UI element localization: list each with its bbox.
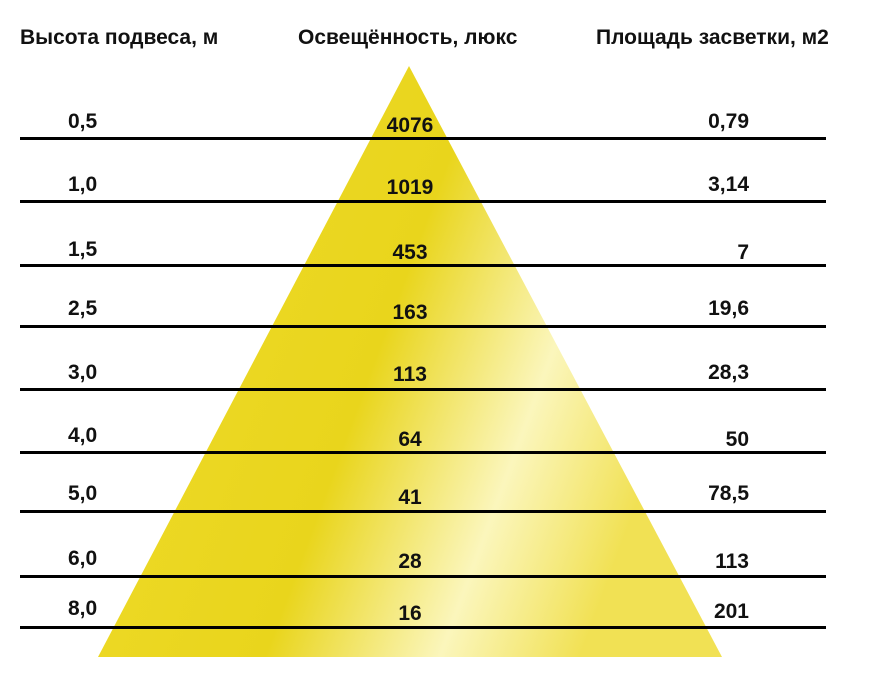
height-value: 0,5 xyxy=(68,110,98,133)
header-area: Площадь засветки, м2 xyxy=(596,26,829,49)
row-divider xyxy=(20,510,826,513)
lux-value: 163 xyxy=(392,301,428,324)
area-value: 7 xyxy=(737,241,749,264)
area-value: 50 xyxy=(725,428,749,451)
lux-value: 113 xyxy=(393,363,427,386)
height-value: 4,0 xyxy=(68,424,98,447)
row-divider xyxy=(20,137,826,140)
height-value: 5,0 xyxy=(68,482,98,505)
area-value: 0,79 xyxy=(708,110,749,133)
lux-value: 453 xyxy=(392,241,428,264)
header-height: Высота подвеса, м xyxy=(20,26,219,49)
row-divider xyxy=(20,388,826,391)
row-divider xyxy=(20,451,826,454)
height-value: 3,0 xyxy=(68,361,98,384)
row-divider xyxy=(20,264,826,267)
area-value: 113 xyxy=(715,550,749,573)
height-value: 8,0 xyxy=(68,597,98,620)
row-divider xyxy=(20,575,826,578)
lux-value: 28 xyxy=(398,550,422,573)
lux-value: 1019 xyxy=(386,176,434,199)
area-value: 201 xyxy=(713,600,749,623)
lux-value: 64 xyxy=(398,428,422,451)
area-value: 19,6 xyxy=(708,297,749,320)
height-value: 1,5 xyxy=(68,238,98,261)
lux-value: 16 xyxy=(398,602,422,625)
area-value: 28,3 xyxy=(708,361,749,384)
area-value: 78,5 xyxy=(708,482,749,505)
height-value: 6,0 xyxy=(68,547,98,570)
row-divider xyxy=(20,325,826,328)
height-value: 2,5 xyxy=(68,297,98,320)
row-divider xyxy=(20,626,826,629)
lux-value: 4076 xyxy=(386,114,434,137)
header-illuminance: Освещённость, люкс xyxy=(298,26,518,49)
row-divider xyxy=(20,200,826,203)
lux-value: 41 xyxy=(398,486,422,509)
area-value: 3,14 xyxy=(708,173,749,196)
height-value: 1,0 xyxy=(68,173,98,196)
